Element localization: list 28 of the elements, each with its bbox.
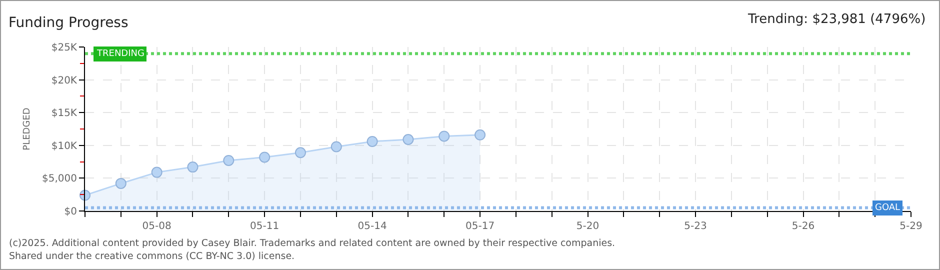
x-tick-label: 5-23 bbox=[684, 221, 707, 232]
text: Trending: $23,981 (4796%) bbox=[747, 12, 926, 27]
point bbox=[474, 129, 486, 140]
y-tick-label: $15K bbox=[51, 108, 78, 120]
ref-line-label: TRENDING bbox=[96, 49, 144, 59]
point bbox=[330, 141, 342, 152]
y-tick-label: $25K bbox=[51, 42, 78, 54]
point bbox=[259, 152, 270, 163]
y-tick-label: $20K bbox=[51, 75, 78, 86]
x-tick-label: 05-11 bbox=[250, 221, 280, 232]
point bbox=[187, 162, 198, 173]
y-axis-title: PLEDGED bbox=[22, 108, 32, 150]
point bbox=[294, 147, 306, 158]
point bbox=[115, 178, 126, 189]
x-tick-label: 5-29 bbox=[900, 221, 922, 232]
text: (c)2025. Additional content provided by Casey Blair. Trademarks and related content are owned by their respective companies. bbox=[9, 238, 616, 249]
y-tick-label: $5,000 bbox=[42, 174, 77, 185]
point bbox=[151, 166, 162, 178]
ref-line-label: GOAL bbox=[875, 203, 900, 213]
x-tick-label: 5-20 bbox=[576, 221, 600, 232]
y-tick-label: $0 bbox=[64, 206, 77, 218]
x-tick-label: 5-26 bbox=[792, 221, 815, 232]
y-tick-label: $10K bbox=[51, 140, 78, 152]
x-tick-label: 05-08 bbox=[142, 221, 172, 232]
text: Shared under the creative commons (CC BY-NC 3.0) license. bbox=[9, 251, 295, 262]
x-tick-label: 05-14 bbox=[358, 221, 387, 232]
x-tick-label: 05-17 bbox=[466, 221, 495, 232]
chart-title: Funding Progress bbox=[8, 14, 128, 31]
